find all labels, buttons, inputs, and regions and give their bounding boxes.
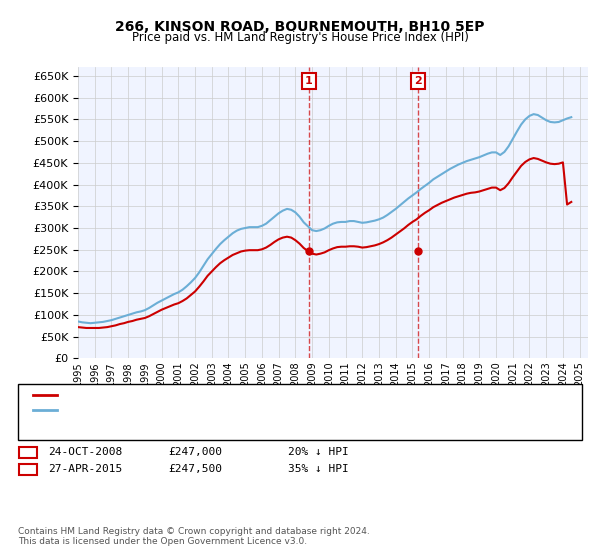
Text: 35% ↓ HPI: 35% ↓ HPI	[288, 464, 349, 474]
Text: 1: 1	[25, 447, 32, 458]
Text: 27-APR-2015: 27-APR-2015	[48, 464, 122, 474]
Text: £247,000: £247,000	[168, 447, 222, 458]
Text: 2: 2	[25, 464, 32, 474]
Text: 266, KINSON ROAD, BOURNEMOUTH, BH10 5EP: 266, KINSON ROAD, BOURNEMOUTH, BH10 5EP	[115, 20, 485, 34]
Text: 266, KINSON ROAD, BOURNEMOUTH, BH10 5EP (detached house): 266, KINSON ROAD, BOURNEMOUTH, BH10 5EP …	[60, 390, 402, 400]
Text: 24-OCT-2008: 24-OCT-2008	[48, 447, 122, 458]
Text: 1: 1	[305, 76, 313, 86]
Text: HPI: Average price, detached house, Bournemouth Christchurch and Poole: HPI: Average price, detached house, Bour…	[60, 405, 448, 415]
Text: 20% ↓ HPI: 20% ↓ HPI	[288, 447, 349, 458]
Text: Price paid vs. HM Land Registry's House Price Index (HPI): Price paid vs. HM Land Registry's House …	[131, 31, 469, 44]
Text: £247,500: £247,500	[168, 464, 222, 474]
Text: Contains HM Land Registry data © Crown copyright and database right 2024.
This d: Contains HM Land Registry data © Crown c…	[18, 526, 370, 546]
Text: 2: 2	[414, 76, 422, 86]
